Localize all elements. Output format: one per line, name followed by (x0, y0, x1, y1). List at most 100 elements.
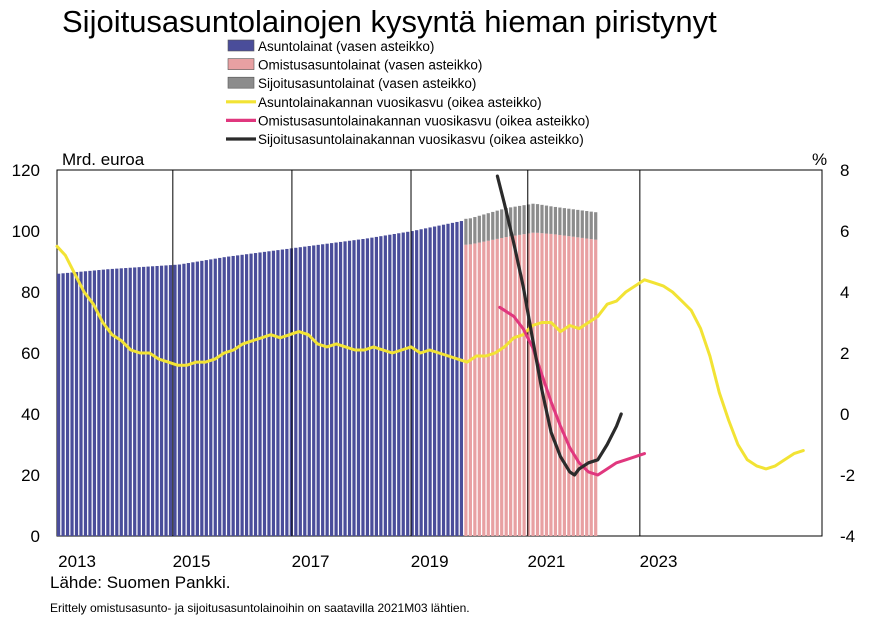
line-sijoitusasuntolainakannan-vuosikasvu (495, 174, 623, 477)
bar-omistusasuntolainat (504, 237, 508, 536)
bar-omistusasuntolainat (491, 239, 495, 536)
legend-label: Sijoitusasuntolainat (vasen asteikko) (258, 76, 476, 91)
bar-asuntolainat (142, 266, 146, 536)
bar-omistusasuntolainat (526, 233, 531, 536)
left-tick-label: 80 (21, 283, 40, 302)
bar-omistusasuntolainat (576, 237, 580, 536)
bar-asuntolainat (441, 224, 446, 537)
bar-sijoitusasuntolainat (504, 208, 508, 238)
bar-asuntolainat (227, 256, 231, 536)
plot-area (55, 169, 823, 537)
bar-asuntolainat (146, 266, 150, 536)
legend-label: Asuntolainat (vasen asteikko) (258, 39, 434, 54)
bar-asuntolainat (410, 231, 414, 537)
bar-asuntolainat (164, 265, 168, 536)
bar-asuntolainat (401, 232, 405, 536)
bar-asuntolainat (280, 249, 285, 537)
bar-sijoitusasuntolainat (495, 210, 499, 239)
bar-asuntolainat (392, 233, 396, 537)
line-asuntolainakannan-vuosikasvu (55, 244, 805, 471)
bar-sijoitusasuntolainat (553, 206, 558, 235)
bar-omistusasuntolainat (486, 240, 490, 537)
bar-omistusasuntolainat (522, 234, 526, 536)
bar-omistusasuntolainat (549, 233, 553, 536)
bar-asuntolainat (61, 273, 65, 536)
bar-sijoitusasuntolainat (500, 209, 504, 238)
bar-sijoitusasuntolainat (473, 217, 477, 244)
bar-asuntolainat (186, 263, 191, 536)
bar-omistusasuntolainat (562, 235, 566, 536)
bar-asuntolainat (262, 251, 267, 536)
bar-sijoitusasuntolainat (567, 208, 571, 237)
legend-item: Sijoitusasuntolainakannan vuosikasvu (oi… (226, 132, 584, 147)
left-axis-label: Mrd. euroa (62, 150, 145, 169)
bar-asuntolainat (155, 265, 159, 536)
bar-asuntolainat (159, 265, 164, 536)
x-tick-label: 2021 (528, 552, 566, 571)
bar-sijoitusasuntolainat (544, 205, 549, 234)
right-tick-label: -2 (840, 466, 855, 485)
right-axis-label: % (812, 150, 827, 169)
bar-omistusasuntolainat (553, 234, 558, 536)
bar-asuntolainat (374, 236, 378, 537)
bar-asuntolainat (177, 264, 182, 536)
bar-asuntolainat (307, 246, 311, 536)
bar-asuntolainat (361, 239, 365, 536)
bar-sijoitusasuntolainat (549, 206, 553, 234)
bar-asuntolainat (240, 254, 244, 536)
bar-sijoitusasuntolainat (571, 209, 575, 237)
right-tick-label: 8 (840, 161, 849, 180)
bar-asuntolainat (88, 270, 92, 536)
left-tick-label: 20 (21, 466, 40, 485)
bar-sijoitusasuntolainat (518, 205, 522, 235)
bar-sijoitusasuntolainat (535, 204, 540, 233)
bar-sijoitusasuntolainat (540, 204, 544, 234)
legend-label: Asuntolainakannan vuosikasvu (oikea aste… (258, 95, 542, 110)
bar-asuntolainat (285, 248, 289, 536)
bar-omistusasuntolainat (580, 237, 584, 536)
bar-asuntolainat (271, 250, 276, 536)
bar-sijoitusasuntolainat (468, 218, 472, 245)
bar-omistusasuntolainat (518, 234, 522, 537)
left-axis-ticks: 0 20 40 60 80 100 120 (12, 161, 40, 546)
legend-swatch (227, 58, 255, 70)
bar-sijoitusasuntolainat (558, 207, 562, 235)
legend-item: Omistusasuntolainakannan vuosikasvu (oik… (226, 113, 590, 128)
x-tick-label: 2017 (292, 552, 330, 571)
bar-omistusasuntolainat (500, 237, 504, 537)
x-tick-label: 2015 (173, 552, 211, 571)
bar-asuntolainat (83, 271, 88, 536)
bar-asuntolainat (191, 262, 195, 536)
bar-asuntolainat (415, 230, 419, 537)
bar-omistusasuntolainat (464, 244, 468, 536)
x-axis-ticks: 2013 2015 2017 2019 2021 2023 (58, 552, 677, 571)
bar-asuntolainat (101, 269, 105, 536)
legend-swatch (227, 39, 255, 52)
bar-asuntolainat (57, 273, 61, 536)
bar-omistusasuntolainat (535, 232, 540, 537)
bar-sijoitusasuntolainat (513, 206, 517, 236)
bar-asuntolainat (406, 231, 410, 536)
bar-asuntolainat (267, 251, 271, 536)
legend-item: Omistusasuntolainat (vasen asteikko) (227, 58, 482, 73)
bar-asuntolainat (173, 264, 177, 536)
bar-asuntolainat (128, 267, 132, 536)
bar-omistusasuntolainat (473, 243, 477, 537)
bar-omistusasuntolainat (558, 234, 562, 536)
bar-asuntolainat (74, 272, 79, 536)
bar-omistusasuntolainat (594, 239, 598, 537)
bar-asuntolainat (432, 226, 437, 536)
gridlines (172, 170, 641, 536)
bar-asuntolainat (124, 268, 128, 536)
bar-asuntolainat (218, 257, 222, 536)
bar-asuntolainat (424, 228, 428, 536)
bar-asuntolainat (303, 246, 307, 537)
bar-asuntolainat (347, 240, 352, 536)
left-tick-label: 100 (12, 222, 40, 241)
bar-asuntolainat (168, 265, 173, 536)
bar-asuntolainat (204, 260, 208, 536)
bar-asuntolainat (244, 254, 249, 536)
source-text: Lähde: Suomen Pankki. (50, 573, 231, 592)
bar-asuntolainat (258, 252, 262, 536)
